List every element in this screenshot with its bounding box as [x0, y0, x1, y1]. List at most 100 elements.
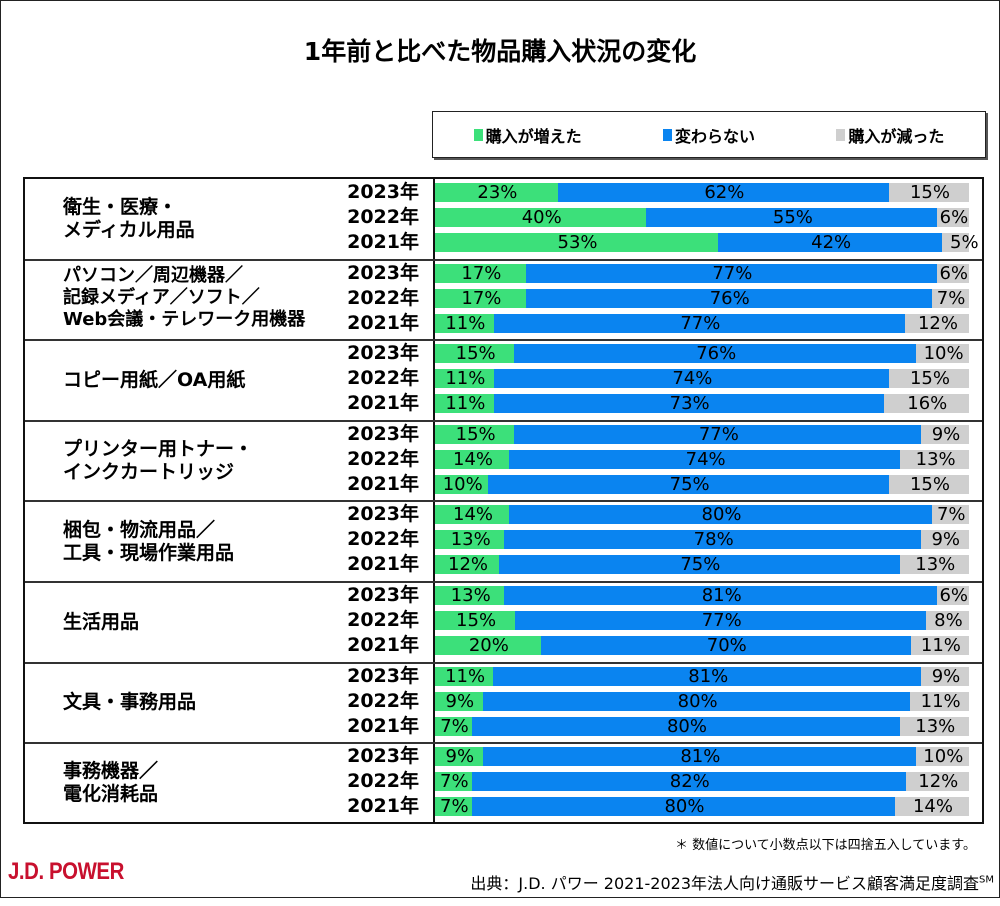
- year-label: 2022年: [347, 286, 419, 309]
- bar-row: 53% 42% 5%: [435, 232, 979, 253]
- group-separator: [25, 742, 982, 745]
- group-separator: [25, 419, 982, 422]
- bar-row: 17% 76% 7%: [435, 287, 969, 309]
- bar-segment-decreased: [931, 505, 969, 525]
- bar-segment-increased: [435, 505, 510, 525]
- legend-item-unchanged: 変わらない: [662, 123, 755, 147]
- category-group: 梱包・物流用品／ 工具・現場作業用品 2023年 14% 80% 7% 2022年 13% 7…: [25, 500, 982, 582]
- bar-row: 11% 74% 15%: [435, 368, 969, 390]
- bar-segment-unchanged: [493, 666, 922, 686]
- source-citation: 出典：J.D. パワー 2021-2023年法人向け通販サービス顧客満足度調査S…: [470, 870, 994, 894]
- data-label-unchanged: 76%: [709, 287, 750, 309]
- bar-segment-unchanged: [472, 772, 906, 792]
- data-label-increased: 15%: [455, 423, 496, 445]
- bar-segment-decreased: [888, 474, 969, 494]
- bar-segment-increased: [435, 369, 494, 389]
- legend: 購入が増えた 変わらない 購入が減った: [432, 111, 986, 158]
- bar-row: 7% 80% 14%: [435, 796, 969, 818]
- bar-row: 17% 77% 6%: [435, 262, 969, 284]
- bar-segment-decreased: [931, 288, 969, 308]
- data-label-increased: 11%: [445, 368, 486, 390]
- year-label: 2023年: [347, 342, 419, 365]
- bar-segment-decreased: [900, 449, 969, 469]
- data-label-unchanged: 77%: [712, 262, 753, 284]
- legend-label-decreased: 購入が減った: [848, 126, 945, 146]
- bar-row: 20% 70% 11%: [435, 635, 969, 656]
- year-label: 2022年: [347, 770, 419, 793]
- bar-segment-increased: [435, 394, 494, 414]
- data-label-increased: 15%: [455, 343, 496, 365]
- data-label-increased: 11%: [445, 665, 486, 687]
- data-label-increased: 13%: [450, 585, 491, 606]
- legend-label-increased: 購入が増えた: [485, 126, 582, 146]
- bar-row: 15% 77% 8%: [435, 610, 969, 631]
- bar-segment-unchanged: [493, 313, 905, 333]
- data-label-decreased: 11%: [920, 635, 961, 656]
- year-label: 2022年: [347, 447, 419, 470]
- bar-segment-unchanged: [646, 208, 938, 227]
- bar-row: 10% 75% 15%: [435, 473, 969, 495]
- bar-segment-unchanged: [493, 394, 884, 414]
- bar-segment-unchanged: [472, 716, 900, 736]
- bar-segment-unchanged: [504, 530, 921, 550]
- year-label: 2022年: [347, 689, 419, 712]
- data-label-unchanged: 55%: [772, 207, 813, 228]
- chart-table: 衛生・医療・ メディカル用品 2023年 23% 62% 15% 2022年 40% 55% 6…: [23, 177, 984, 824]
- bar-segment-increased: [435, 424, 515, 444]
- group-separator: [25, 339, 982, 342]
- data-label-unchanged: 81%: [680, 746, 721, 768]
- data-label-unchanged: 73%: [669, 393, 710, 415]
- data-label-decreased: 14%: [912, 796, 953, 818]
- bar-segment-increased: [435, 288, 526, 308]
- bar-segment-unchanged: [557, 183, 889, 202]
- bar-row: 11% 77% 12%: [435, 313, 969, 334]
- category-label: 生活用品: [63, 610, 140, 633]
- data-label-decreased: 15%: [909, 473, 950, 495]
- data-label-unchanged: 70%: [706, 635, 747, 656]
- legend-swatch-increased: [473, 128, 483, 141]
- data-label-increased: 40%: [521, 207, 562, 228]
- category-group: 文具・事務用品 2023年 11% 81% 9% 2022年 9% 80% 11% 2021年 7%…: [25, 661, 982, 744]
- legend-swatch-decreased: [836, 128, 846, 141]
- data-label-increased: 7%: [440, 715, 469, 737]
- year-label: 2022年: [347, 206, 419, 228]
- data-label-unchanged: 75%: [680, 554, 721, 576]
- bar-row: 7% 80% 13%: [435, 715, 969, 737]
- bar-segment-increased: [435, 716, 473, 736]
- bar-segment-unchanged: [509, 449, 901, 469]
- bar-segment-decreased: [921, 666, 969, 686]
- data-label-increased: 17%: [461, 287, 502, 309]
- bar-segment-decreased: [888, 369, 969, 389]
- bar-segment-decreased: [905, 772, 969, 792]
- data-label-decreased: 15%: [909, 368, 950, 390]
- bar-segment-unchanged: [509, 505, 932, 525]
- bar-segment-decreased: [926, 611, 969, 630]
- data-label-decreased: 11%: [920, 690, 961, 712]
- bar-segment-increased: [435, 555, 500, 575]
- data-label-unchanged: 80%: [701, 504, 742, 526]
- bar-row: 13% 78% 9%: [435, 529, 969, 550]
- data-label-decreased: 6%: [939, 207, 969, 228]
- data-label-decreased: 8%: [934, 610, 963, 631]
- data-label-decreased: 13%: [915, 448, 956, 470]
- bar-row: 13% 81% 6%: [435, 585, 969, 606]
- legend-item-increased: 購入が増えた: [473, 123, 582, 147]
- bar-segment-increased: [435, 666, 494, 686]
- bar-row: 14% 80% 7%: [435, 504, 969, 526]
- year-label: 2021年: [347, 634, 419, 656]
- data-label-decreased: 12%: [918, 771, 959, 793]
- chart-title: 1年前と比べた物品購入状況の変化: [303, 37, 697, 66]
- bar-row: 7% 82% 12%: [435, 771, 969, 793]
- group-separator: [25, 258, 982, 261]
- bar-segment-decreased: [916, 344, 969, 364]
- data-label-decreased: 7%: [936, 504, 966, 526]
- data-label-decreased: 10%: [923, 343, 964, 365]
- bar-row: 15% 76% 10%: [435, 343, 969, 365]
- bar-segment-decreased: [883, 394, 969, 414]
- data-label-unchanged: 81%: [688, 665, 729, 687]
- bar-segment-decreased: [899, 716, 969, 736]
- data-label-unchanged: 75%: [669, 473, 710, 495]
- bar-row: 12% 75% 13%: [435, 554, 969, 576]
- data-label-decreased: 13%: [915, 715, 956, 737]
- data-label-decreased: 6%: [939, 262, 969, 284]
